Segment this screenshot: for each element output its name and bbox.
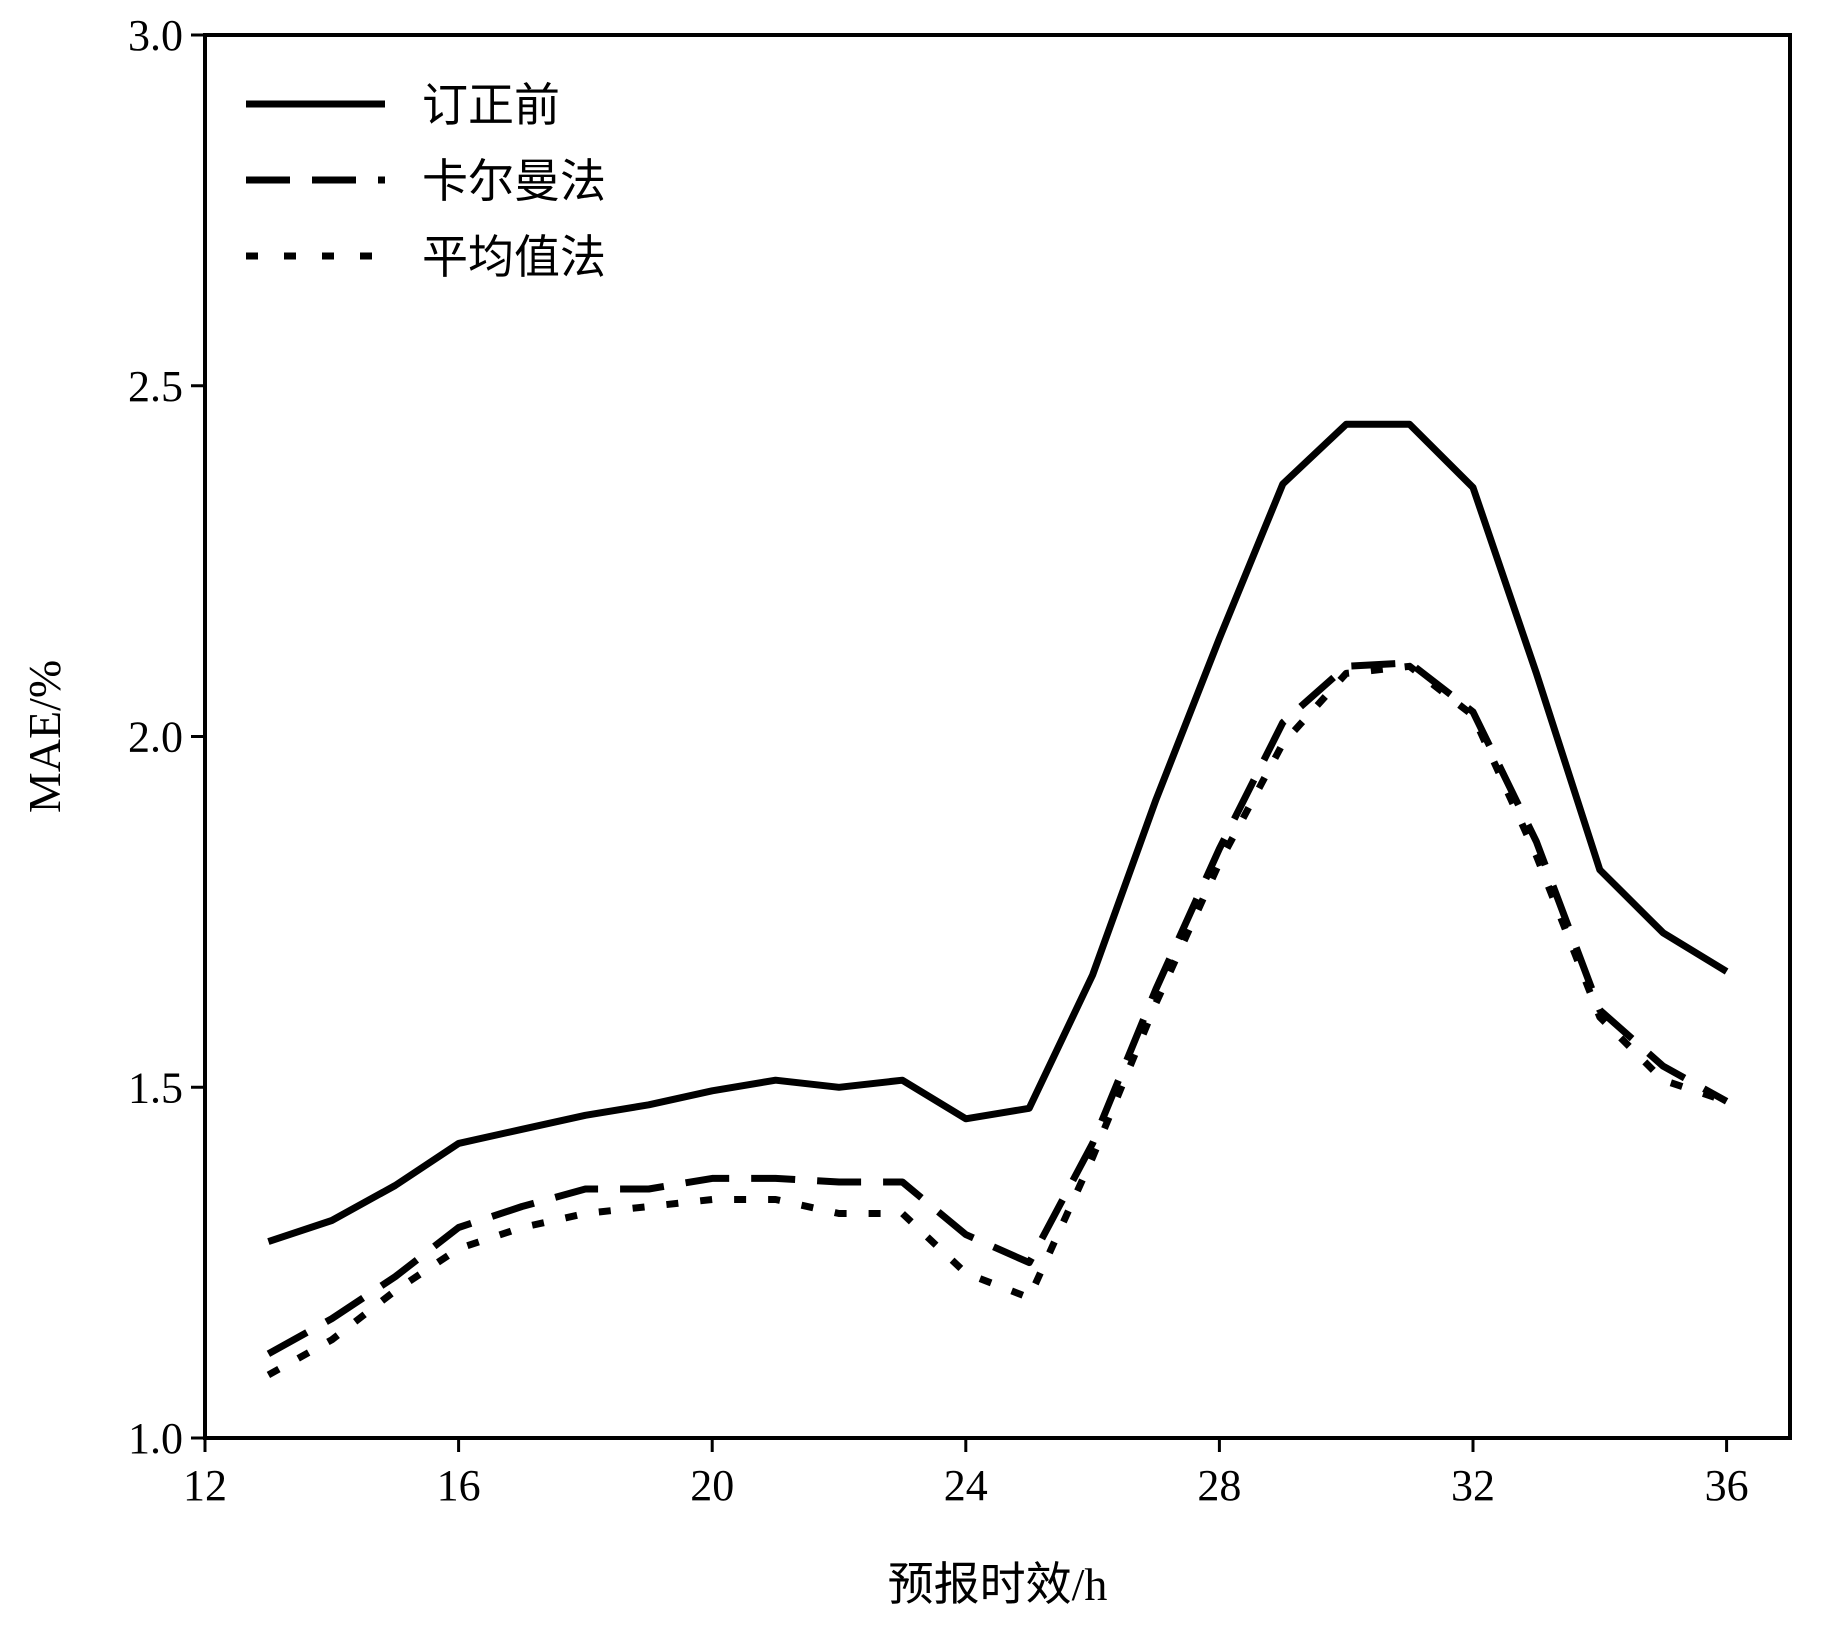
x-tick-label: 28 — [1197, 1461, 1241, 1510]
series-line-3 — [266, 662, 1728, 1378]
x-tick-label: 24 — [944, 1461, 988, 1510]
y-tick-label: 3.0 — [128, 11, 183, 60]
series-layer — [266, 420, 1729, 1378]
legend-label-3: 平均值法 — [422, 232, 606, 283]
legend-label-1: 订正前 — [422, 80, 560, 131]
x-tick-label: 20 — [690, 1461, 734, 1510]
x-tick-label: 12 — [183, 1461, 227, 1510]
x-tick-label: 36 — [1705, 1461, 1749, 1510]
y-axis-title: MAE/% — [19, 660, 70, 813]
x-tick-label: 32 — [1451, 1461, 1495, 1510]
legend-label-2: 卡尔曼法 — [422, 156, 606, 207]
y-tick-label: 1.5 — [128, 1063, 183, 1112]
y-tick-label: 1.0 — [128, 1414, 183, 1463]
x-axis-title: 预报时效/h — [888, 1559, 1108, 1610]
y-tick-label: 2.0 — [128, 713, 183, 762]
series-line-1 — [267, 420, 1729, 1245]
axes-layer: 12 16 20 24 28 32 36 1.0 1.5 2.0 2.5 3.0 — [128, 11, 1792, 1510]
y-tick-label: 2.5 — [128, 362, 183, 411]
x-tick-label: 16 — [437, 1461, 481, 1510]
